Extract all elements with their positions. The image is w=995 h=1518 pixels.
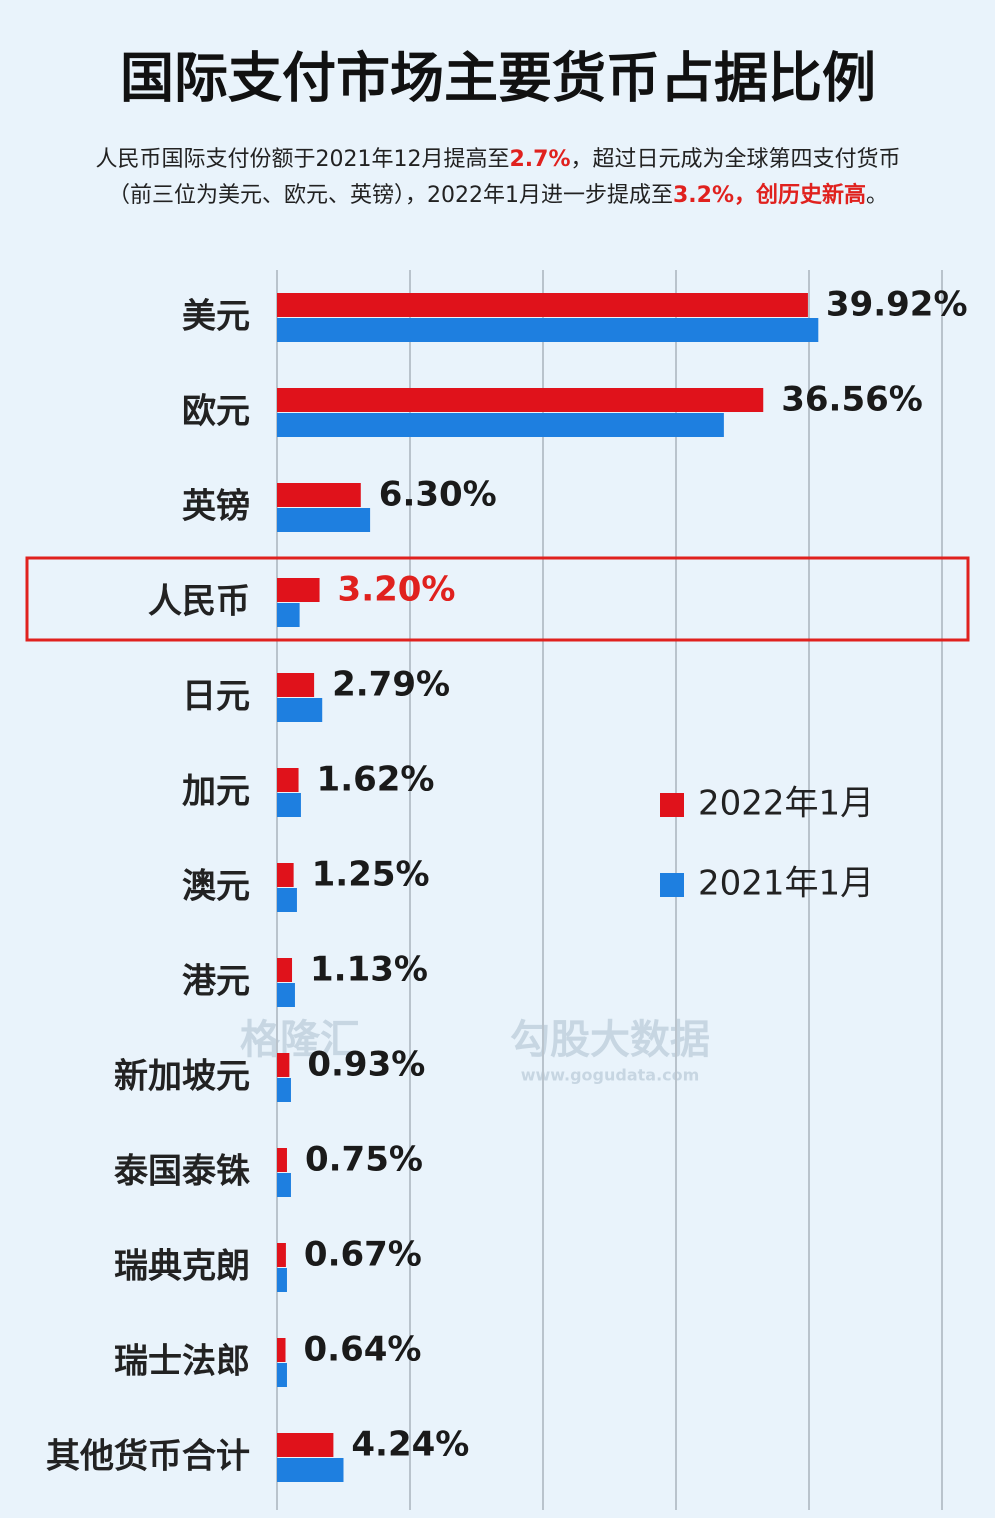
bar bbox=[277, 1243, 286, 1267]
bar bbox=[277, 1363, 287, 1387]
value-label: 3.20% bbox=[338, 570, 456, 610]
highlight-box bbox=[25, 556, 970, 642]
bar bbox=[277, 958, 293, 982]
value-label: 6.30% bbox=[379, 475, 497, 515]
y-tick-label: 日元 bbox=[182, 677, 250, 717]
y-tick-label: 新加坡元 bbox=[114, 1057, 250, 1097]
y-tick-label: 澳元 bbox=[182, 867, 250, 907]
subtitle: （前三位为美元、欧元、英镑），2022年1月进一步提成至3.2%，创历史新高。 bbox=[108, 182, 888, 208]
subtitle: 人民币国际支付份额于2021年12月提高至2.7%，超过日元成为全球第四支付货币 bbox=[95, 147, 900, 172]
watermark: www.gogudata.com bbox=[521, 1066, 700, 1085]
value-label: 0.75% bbox=[305, 1140, 423, 1180]
bar bbox=[277, 483, 361, 507]
bar bbox=[277, 698, 323, 722]
y-tick-label: 瑞士法郎 bbox=[114, 1342, 250, 1382]
y-tick-label: 人民币 bbox=[148, 582, 250, 622]
bar bbox=[277, 388, 764, 412]
y-tick-label: 美元 bbox=[182, 297, 250, 337]
y-tick-label: 瑞典克朗 bbox=[114, 1247, 250, 1287]
bar bbox=[277, 768, 299, 792]
bar bbox=[277, 1148, 287, 1172]
bar bbox=[277, 318, 819, 342]
bar bbox=[277, 1053, 290, 1077]
bar bbox=[277, 983, 295, 1007]
bar bbox=[277, 293, 808, 317]
value-label: 0.67% bbox=[304, 1235, 422, 1275]
watermark: 格隆汇 bbox=[240, 1017, 360, 1063]
value-label: 4.24% bbox=[351, 1425, 469, 1465]
value-label: 0.64% bbox=[304, 1330, 422, 1370]
bar bbox=[277, 1268, 287, 1292]
legend-label: 2022年1月 bbox=[698, 784, 874, 824]
value-label: 0.93% bbox=[307, 1045, 425, 1085]
value-label: 1.62% bbox=[317, 760, 435, 800]
legend-swatch bbox=[660, 873, 684, 897]
value-label: 39.92% bbox=[826, 285, 968, 325]
bar bbox=[277, 1433, 334, 1457]
subtitle-part: 2.7% bbox=[509, 147, 570, 172]
legend-swatch bbox=[660, 793, 684, 817]
bar bbox=[277, 863, 294, 887]
y-tick-label: 欧元 bbox=[182, 392, 250, 432]
value-label: 1.25% bbox=[312, 855, 430, 895]
value-label: 36.56% bbox=[781, 380, 923, 420]
value-label: 2.79% bbox=[332, 665, 450, 705]
bar bbox=[277, 888, 297, 912]
bar bbox=[277, 793, 301, 817]
value-label: 1.13% bbox=[310, 950, 428, 990]
subtitle-part: 。 bbox=[866, 183, 888, 208]
watermark: 勾股大数据 bbox=[510, 1017, 710, 1063]
bar bbox=[277, 603, 300, 627]
y-tick-label: 泰国泰铢 bbox=[114, 1152, 250, 1192]
legend-label: 2021年1月 bbox=[698, 864, 874, 904]
chart-title: 国际支付市场主要货币占据比例 bbox=[120, 47, 876, 110]
subtitle-part: 3.2%，创历史新高 bbox=[673, 182, 866, 208]
y-tick-label: 加元 bbox=[182, 772, 250, 812]
bar bbox=[277, 1458, 344, 1482]
bar bbox=[277, 1173, 291, 1197]
subtitle-part: ，超过日元成为全球第四支付货币 bbox=[570, 147, 900, 172]
bar bbox=[277, 1078, 291, 1102]
bar bbox=[277, 578, 320, 602]
bar bbox=[277, 1338, 286, 1362]
bar bbox=[277, 673, 315, 697]
subtitle-part: 人民币国际支付份额于2021年12月提高至 bbox=[95, 147, 509, 172]
y-tick-label: 港元 bbox=[182, 962, 250, 1002]
bar bbox=[277, 508, 371, 532]
subtitle-part: （前三位为美元、欧元、英镑），2022年1月进一步提成至 bbox=[108, 183, 673, 208]
y-tick-label: 其他货币合计 bbox=[46, 1437, 250, 1477]
y-tick-label: 英镑 bbox=[182, 487, 250, 527]
bar bbox=[277, 413, 724, 437]
